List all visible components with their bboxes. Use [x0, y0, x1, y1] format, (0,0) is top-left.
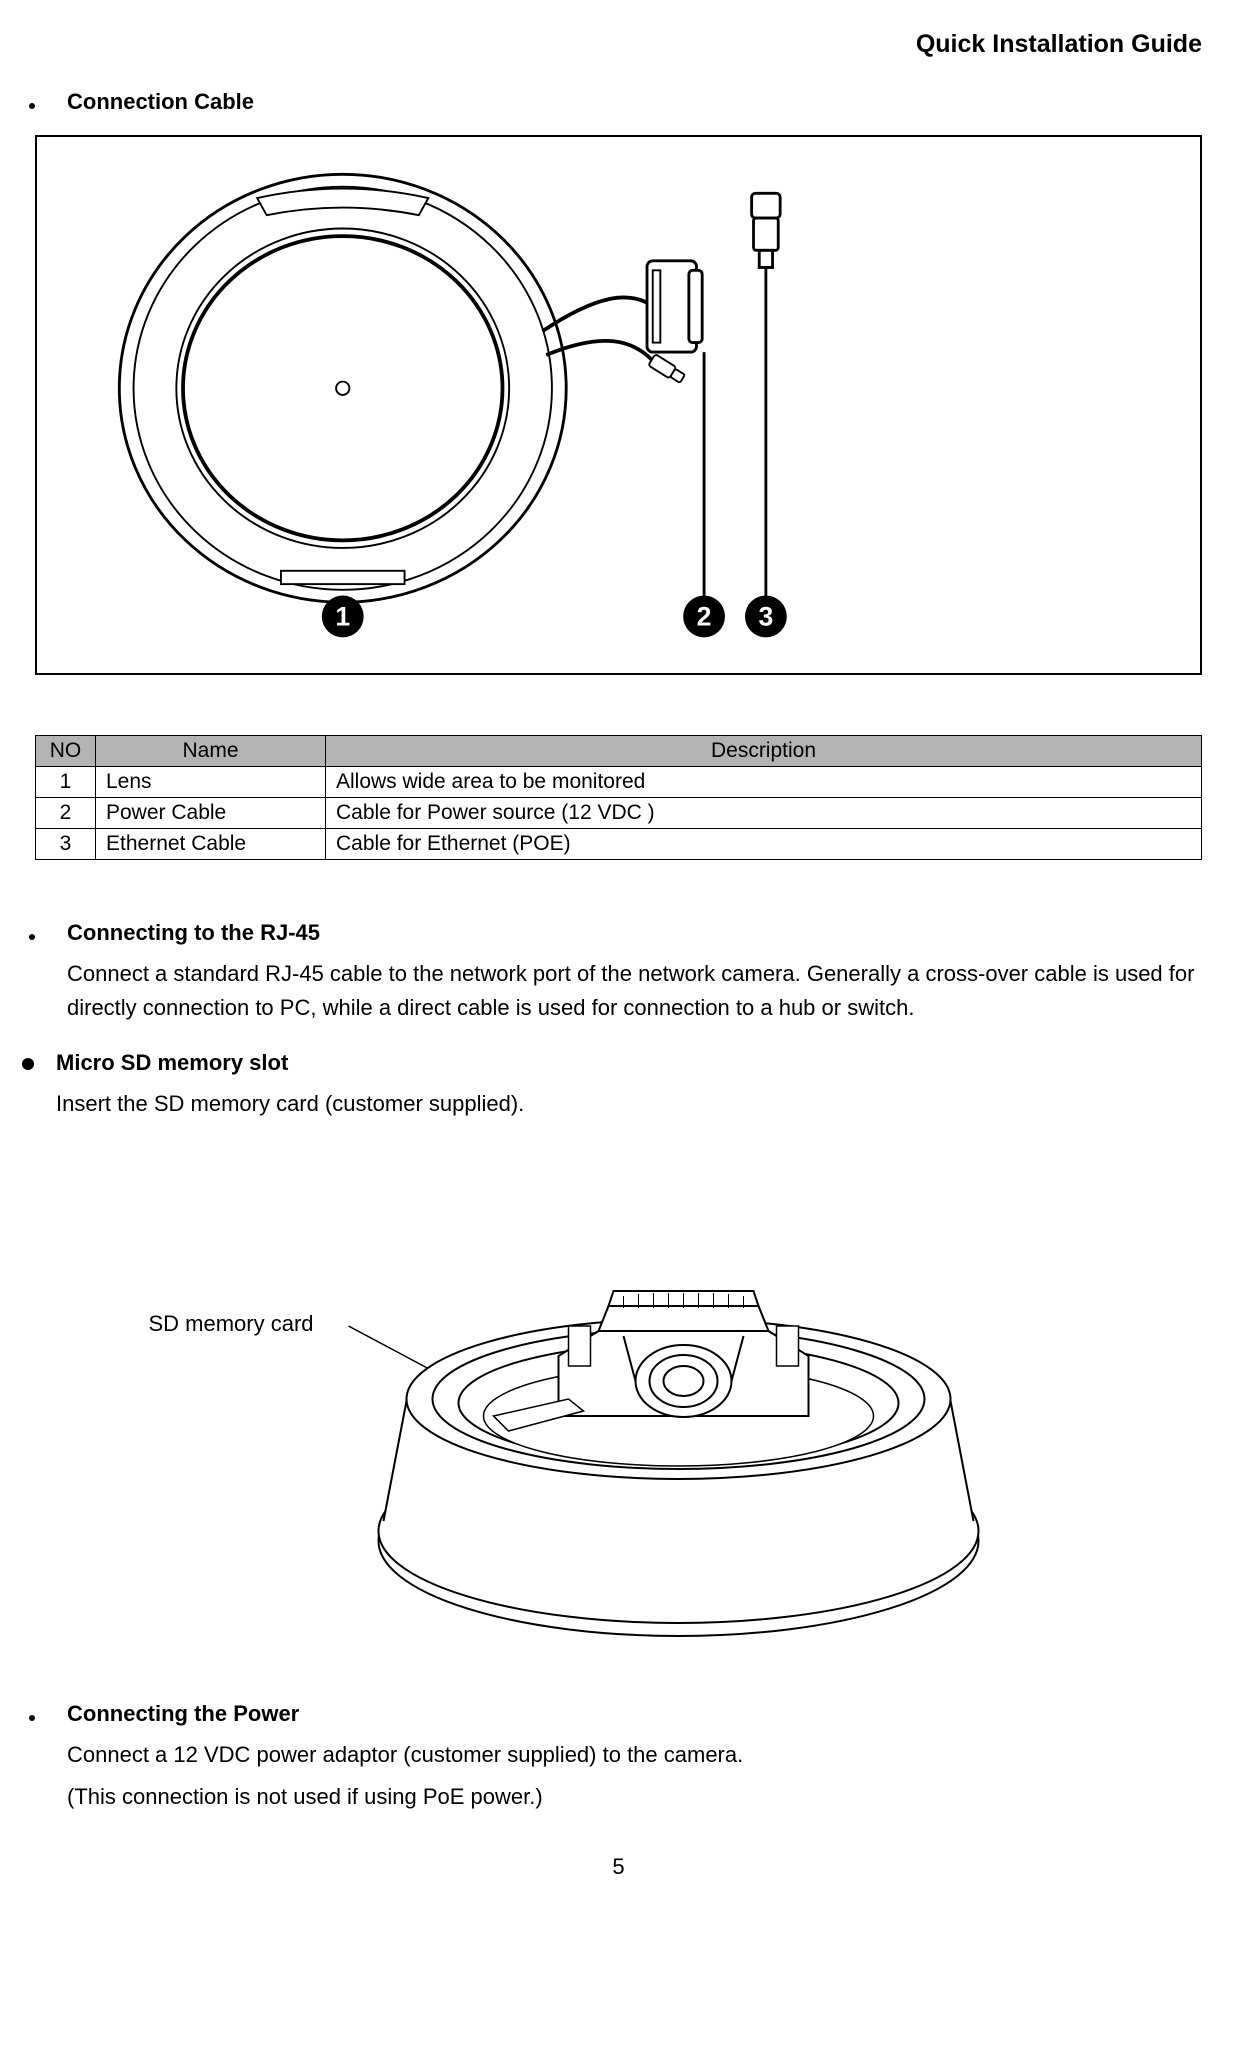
diagram-badge-3: 3: [758, 601, 773, 631]
bullet-icon: [29, 103, 35, 109]
section-sd: Micro SD memory slot: [22, 1050, 1212, 1076]
header-title: Quick Installation Guide: [25, 30, 1212, 59]
sd-memory-card-label: SD memory card: [149, 1311, 314, 1336]
bullet-icon: [29, 1715, 35, 1721]
table-header-row: NO Name Description: [36, 736, 1202, 767]
sd-diagram-area: SD memory card: [25, 1141, 1212, 1661]
col-name: Name: [96, 736, 326, 767]
section-power: Connecting the Power: [25, 1701, 1212, 1727]
cell-name: Power Cable: [96, 798, 326, 829]
cell-no: 2: [36, 798, 96, 829]
col-desc: Description: [326, 736, 1202, 767]
page-number: 5: [25, 1854, 1212, 1880]
cable-diagram-frame: 1 2 3: [35, 135, 1202, 675]
cell-no: 3: [36, 829, 96, 860]
table-row: 2 Power Cable Cable for Power source (12…: [36, 798, 1202, 829]
section-connection-cable: Connection Cable: [25, 89, 1212, 115]
bullet-icon: [29, 934, 35, 940]
section-rj45: Connecting to the RJ-45: [25, 920, 1212, 946]
col-no: NO: [36, 736, 96, 767]
sd-diagram: SD memory card: [25, 1141, 1212, 1661]
sd-heading: Micro SD memory slot: [56, 1050, 288, 1076]
power-body-2: (This connection is not used if using Po…: [67, 1780, 1212, 1814]
sd-body: Insert the SD memory card (customer supp…: [56, 1087, 1212, 1121]
rj45-heading: Connecting to the RJ-45: [67, 920, 320, 946]
diagram-badge-1: 1: [335, 601, 350, 631]
power-heading: Connecting the Power: [67, 1701, 299, 1727]
cable-diagram: 1 2 3: [67, 157, 1170, 648]
rj45-body: Connect a standard RJ-45 cable to the ne…: [67, 957, 1212, 1025]
table-row: 1 Lens Allows wide area to be monitored: [36, 767, 1202, 798]
diagram-badge-2: 2: [697, 601, 712, 631]
cell-name: Lens: [96, 767, 326, 798]
connection-cable-heading: Connection Cable: [67, 89, 254, 115]
cell-name: Ethernet Cable: [96, 829, 326, 860]
page: Quick Installation Guide Connection Cabl…: [0, 0, 1257, 1910]
cell-desc: Cable for Ethernet (POE): [326, 829, 1202, 860]
bullet-icon: [22, 1058, 34, 1070]
cable-table: NO Name Description 1 Lens Allows wide a…: [35, 735, 1202, 860]
cell-desc: Cable for Power source (12 VDC ): [326, 798, 1202, 829]
table-row: 3 Ethernet Cable Cable for Ethernet (POE…: [36, 829, 1202, 860]
power-body-1: Connect a 12 VDC power adaptor (customer…: [67, 1738, 1212, 1772]
cell-desc: Allows wide area to be monitored: [326, 767, 1202, 798]
cell-no: 1: [36, 767, 96, 798]
